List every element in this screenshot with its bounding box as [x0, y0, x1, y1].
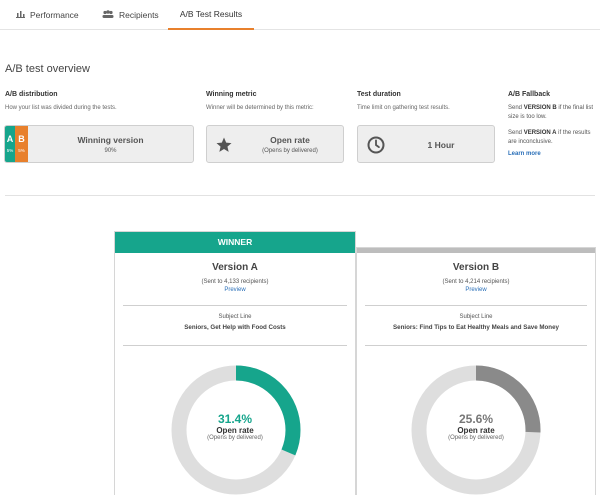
version-b-metric-label: Open rate [457, 426, 495, 435]
version-b-open-rate-arc [411, 365, 541, 495]
tab-recipients[interactable]: Recipients [102, 0, 159, 30]
version-a-segment: A 5% [5, 126, 15, 162]
test-duration-box: 1 Hour [357, 125, 495, 163]
winning-metric-sub: (Opens by delivered) [262, 148, 318, 154]
version-a-open-rate: 31.4% [217, 412, 253, 426]
version-a-subject-heading: Subject Line [218, 314, 252, 320]
version-a-card: WINNER Version A (Sent to 4,133 recipien… [114, 231, 356, 495]
version-a-title: Version A [212, 262, 258, 273]
winning-metric-box: Open rate (Opens by delivered) [206, 125, 344, 163]
version-a-preview-link[interactable]: Preview [224, 287, 246, 293]
version-b-title: Version B [452, 262, 500, 273]
winning-metric-heading: Winning metric [206, 91, 257, 98]
tab-recipients-label: Recipients [119, 10, 159, 20]
version-b-open-rate-text: 25.6% Open rate (Opens by delivered) [357, 412, 595, 441]
version-a-share: 5% [6, 148, 14, 153]
version-a-metric-label: Open rate [216, 426, 254, 435]
version-a-sent: (Sent to 4,133 recipients) [201, 279, 269, 285]
fallback-version-a-text: Send VERSION A if the results are inconc… [508, 130, 591, 145]
winning-metric-desc: Winner will be determined by this metric… [206, 105, 314, 111]
learn-more-link[interactable]: Learn more [508, 151, 541, 157]
divider [365, 305, 587, 306]
version-b-card: Version B (Sent to 4,214 recipients) Pre… [356, 247, 596, 495]
clock-icon [366, 135, 386, 160]
tab-ab-test-results[interactable]: A/B Test Results [168, 0, 254, 30]
version-b-letter: B [18, 134, 25, 144]
people-icon [102, 10, 114, 20]
winning-metric-value: Open rate [270, 135, 310, 145]
version-a-open-rate-text: 31.4% Open rate (Opens by delivered) [115, 412, 355, 441]
ab-fallback-heading: A/B Fallback [508, 91, 551, 98]
test-duration-heading: Test duration [357, 91, 401, 98]
version-b-open-rate: 25.6% [458, 412, 494, 426]
tab-performance-label: Performance [30, 10, 79, 20]
version-a-open-rate-arc [171, 365, 301, 495]
version-b-subject: Seniors: Find Tips to Eat Healthy Meals … [393, 324, 559, 331]
card-top-bar [357, 248, 595, 253]
version-b-metric-sub: (Opens by delivered) [448, 435, 504, 441]
version-b-share: 5% [18, 148, 25, 153]
divider [123, 305, 347, 306]
version-a-metric-sub: (Opens by delivered) [207, 435, 263, 441]
tab-performance[interactable]: Performance [16, 0, 79, 30]
winner-badge: WINNER [115, 232, 355, 253]
divider [365, 345, 587, 346]
test-duration-value: 1 Hour [427, 140, 455, 150]
ab-distribution-heading: A/B distribution [5, 91, 58, 98]
version-a-open-rate-donut [171, 365, 301, 495]
version-b-open-rate-donut [411, 365, 541, 495]
version-a-subject: Seniors, Get Help with Food Costs [184, 324, 286, 331]
ab-distribution-desc: How your list was divided during the tes… [5, 105, 117, 111]
version-b-preview-link[interactable]: Preview [465, 287, 487, 293]
tab-ab-test-results-label: A/B Test Results [179, 9, 243, 19]
ab-distribution-box: A 5% B 5% Winning version 90% [4, 125, 194, 163]
section-divider [5, 195, 595, 196]
page-title: A/B test overview [5, 63, 90, 75]
version-b-segment: B 5% [15, 126, 28, 162]
bar-chart-icon [16, 10, 25, 20]
version-b-subject-heading: Subject Line [459, 314, 493, 320]
winning-version-share: 90% [104, 148, 117, 154]
winning-version-label: Winning version [77, 135, 144, 145]
divider [123, 345, 347, 346]
star-icon [215, 136, 233, 159]
test-duration-desc: Time limit on gathering test results. [357, 105, 450, 111]
version-a-letter: A [6, 134, 14, 144]
version-b-sent: (Sent to 4,214 recipients) [442, 279, 510, 285]
tab-bar: Performance Recipients A/B Test Results [0, 0, 600, 30]
fallback-version-b-text: Send VERSION B if the final list size is… [508, 105, 594, 120]
